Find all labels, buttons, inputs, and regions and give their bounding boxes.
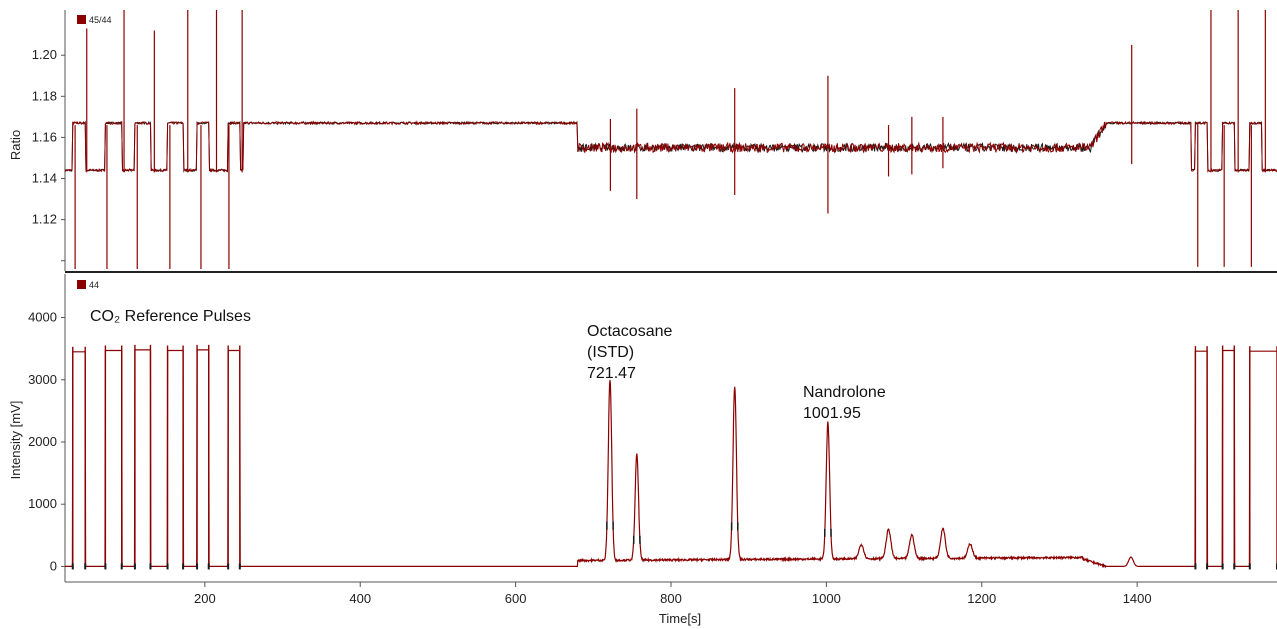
bottom-legend-label: 44 (89, 280, 99, 290)
top-panel: 1.12 1.14 1.16 1.18 1.20 Ratio 45/44 (8, 10, 1277, 273)
top-y-axis-title: Ratio (8, 130, 23, 160)
top-y-tick-label: 1.14 (32, 171, 57, 186)
x-axis-title: Time[s] (659, 611, 701, 626)
x-tick-label: 1400 (1123, 591, 1152, 606)
bottom-y-tick-label: 3000 (28, 372, 57, 387)
bottom-y-tick-label: 4000 (28, 310, 57, 325)
bottom-x-ticks: 200 400 600 800 1000 1200 1400 (194, 582, 1152, 606)
bottom-legend-swatch (77, 280, 86, 289)
top-legend-label: 45/44 (89, 15, 112, 25)
x-tick-label: 1200 (967, 591, 996, 606)
top-plot-area (64, 10, 1277, 269)
top-legend-swatch (77, 15, 86, 24)
x-tick-label: 1000 (812, 591, 841, 606)
bottom-plot-area (65, 344, 1277, 570)
annotation-nandrolone-time: 1001.95 (803, 405, 861, 422)
bottom-y-axis-title: Intensity [mV] (8, 401, 23, 480)
intensity-trace (65, 349, 1277, 569)
x-tick-label: 800 (660, 591, 682, 606)
top-y-tick-label: 1.12 (32, 212, 57, 227)
bottom-y-ticks: 0 1000 2000 3000 4000 (28, 310, 65, 573)
annotation-co2-reference-pulses: CO₂ Reference Pulses (90, 308, 251, 325)
x-tick-label: 400 (349, 591, 371, 606)
top-y-ticks: 1.12 1.14 1.16 1.18 1.20 (32, 47, 65, 262)
bottom-y-tick-label: 0 (50, 558, 57, 573)
x-tick-label: 200 (194, 591, 216, 606)
annotation-octacosane-name: Octacosane (587, 323, 672, 340)
annotation-nandrolone-name: Nandrolone (803, 384, 886, 401)
annotation-octacosane-istd: (ISTD) (587, 344, 634, 361)
top-y-tick-label: 1.20 (32, 47, 57, 62)
ratio-trace (64, 120, 1277, 173)
annotation-octacosane-time: 721.47 (587, 365, 636, 382)
x-tick-label: 600 (505, 591, 527, 606)
top-y-tick-label: 1.16 (32, 129, 57, 144)
bottom-y-tick-label: 1000 (28, 496, 57, 511)
top-y-tick-label: 1.18 (32, 88, 57, 103)
bottom-panel: 0 1000 2000 3000 4000 200 400 600 800 1000 1200 14… (8, 274, 1277, 626)
bottom-y-tick-label: 2000 (28, 434, 57, 449)
